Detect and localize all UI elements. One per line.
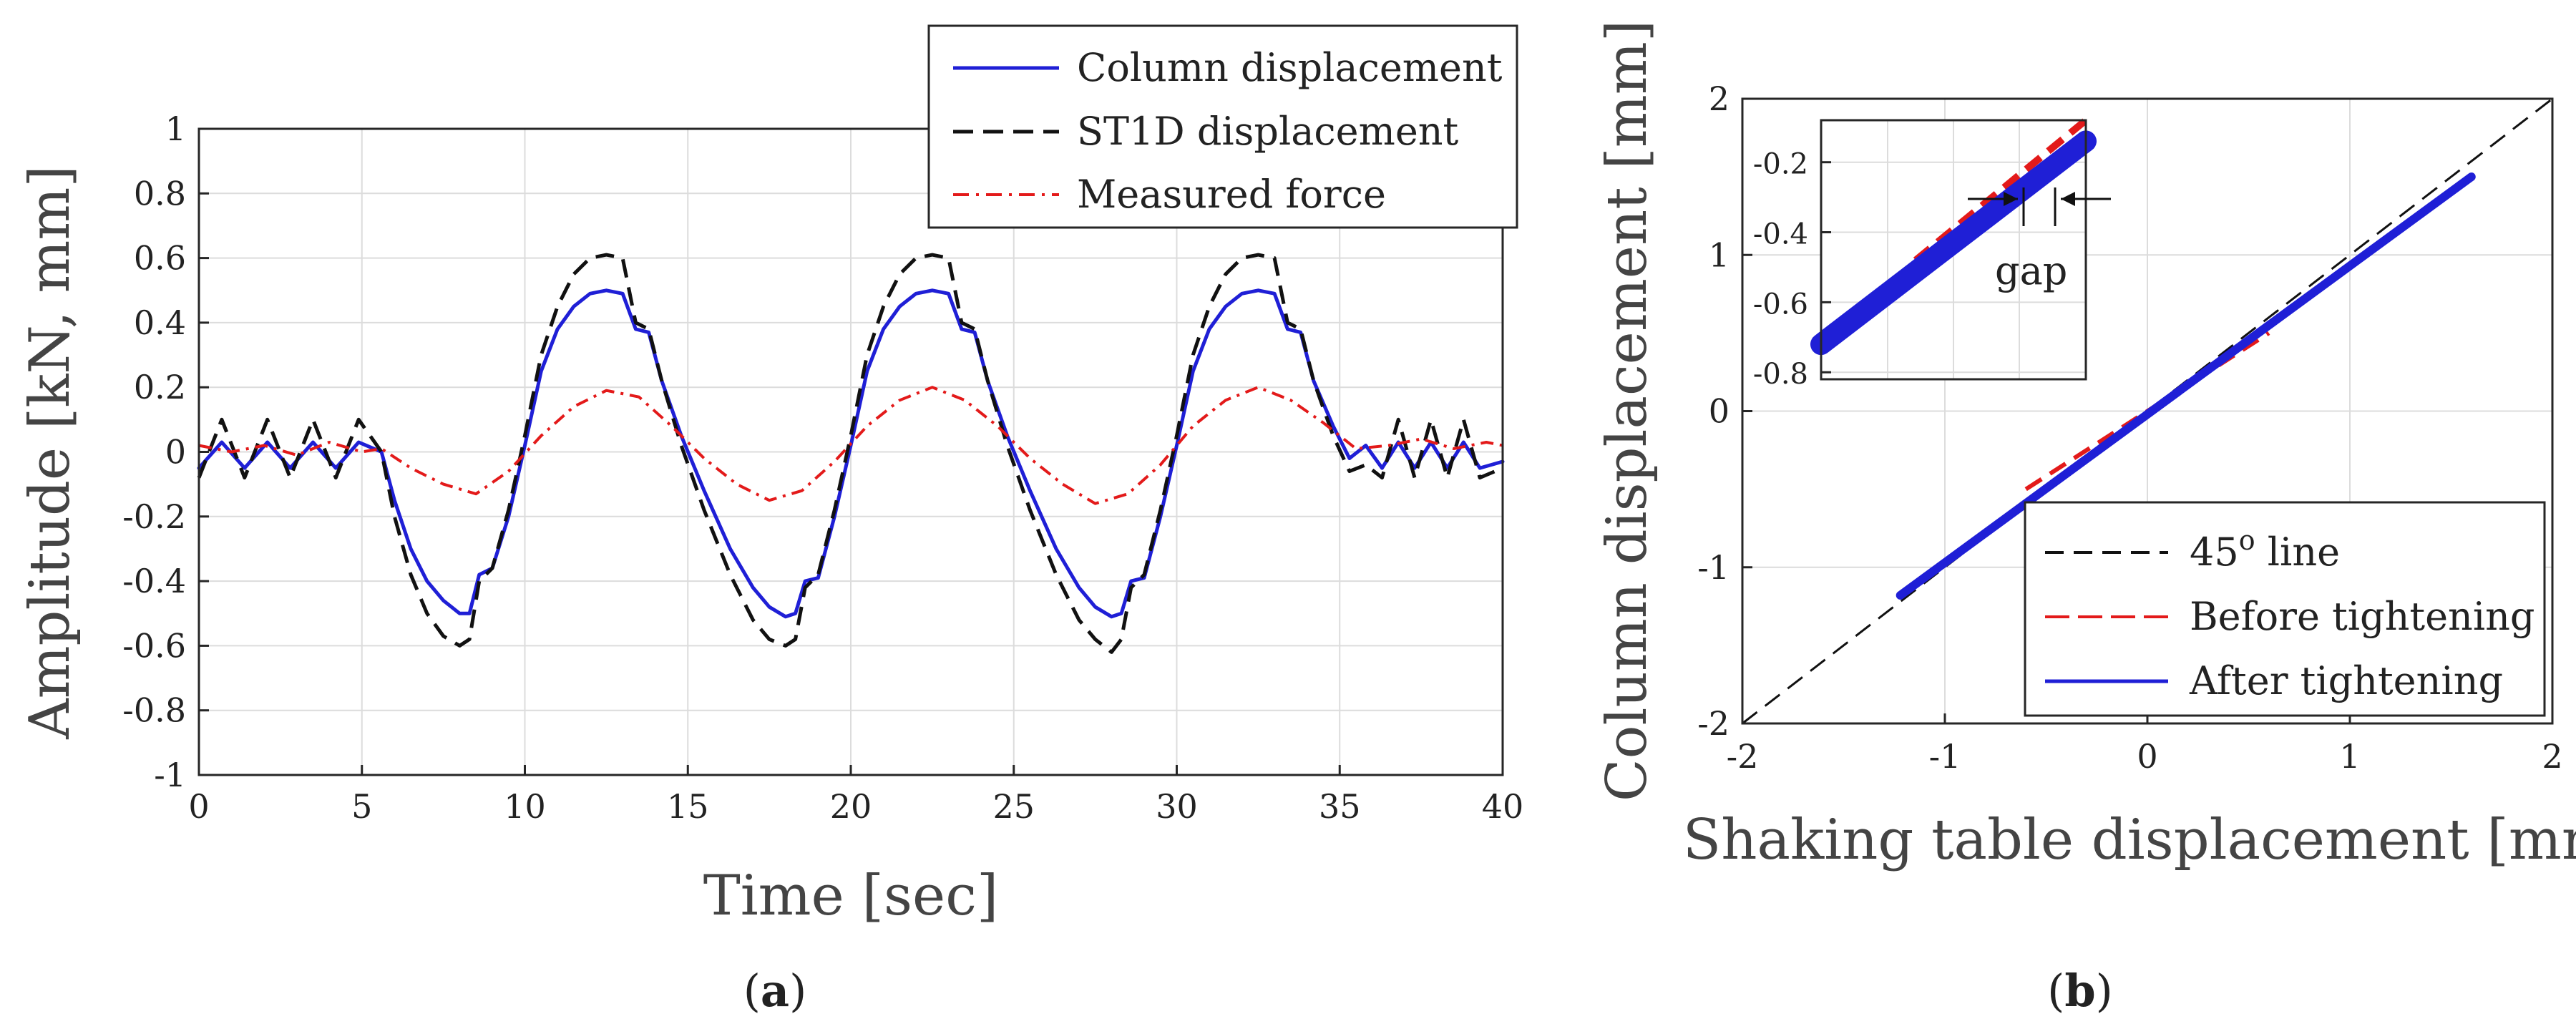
panel-a-chart: 0 5 10 15 20 25 30 35 40 -1 -0.8 -0.6 -0.4 -0.2 0 0.2 0.… <box>18 24 1523 1017</box>
legend-45-degree: o <box>2239 525 2255 556</box>
panel-b-caption: (b) <box>2047 965 2113 1017</box>
x-tick-label: 0 <box>2137 737 2157 776</box>
gap-label: gap <box>1995 248 2067 293</box>
legend-45-line-label: 45o line <box>2190 525 2340 575</box>
x-tick-label: 20 <box>830 787 872 826</box>
y-tick-label: 0.6 <box>134 239 186 278</box>
legend-st1d-displacement-label: ST1D displacement <box>1077 109 1459 154</box>
panel-b-series <box>1742 97 2553 725</box>
inset-series <box>1810 117 2097 356</box>
y-tick-label: 0.2 <box>134 368 186 406</box>
panel-a-series <box>197 253 1505 654</box>
y-tick-label: 0.4 <box>134 303 186 342</box>
gap-arrowhead-right <box>2061 192 2075 206</box>
panel-b-chart: -2 -1 0 1 2 -2 -1 0 1 2 Shaking table displacemen… <box>1595 20 2576 1017</box>
panel-a-grid <box>199 129 1503 775</box>
x-tick-label: 2 <box>2542 737 2562 776</box>
legend-column-displacement-label: Column displacement <box>1077 45 1503 90</box>
panel-a-x-axis-label: Time [sec] <box>703 864 999 928</box>
y-tick-label: -1 <box>154 756 186 794</box>
panel-a-legend: Column displacement ST1D displacement Me… <box>927 24 1518 229</box>
x-tick-label: -1 <box>1929 737 1961 776</box>
inset-ticks: -0.2 -0.4 -0.6 -0.8 <box>1753 148 1831 391</box>
panel-b-caption-letter: b <box>2064 965 2095 1017</box>
x-tick-label: 40 <box>1482 787 1524 826</box>
y-tick-label: -0.8 <box>1753 358 1808 391</box>
y-tick-label: -0.4 <box>122 562 186 600</box>
x-tick-label: 30 <box>1156 787 1198 826</box>
x-tick-label: 10 <box>504 787 546 826</box>
inset-frame <box>1820 119 2087 381</box>
legend-after-tightening-label: After tightening <box>2189 658 2503 703</box>
panel-b-y-axis-label: Column displacement [mm] <box>1595 20 1659 801</box>
y-tick-label: -0.2 <box>122 497 186 536</box>
series-line-measured-force <box>198 386 1503 505</box>
x-tick-label: 15 <box>667 787 709 826</box>
panel-b-x-axis-label: Shaking table displacement [mm] <box>1683 808 2576 872</box>
y-tick-label: 2 <box>1709 79 1729 118</box>
legend-45-prefix: 45 <box>2190 530 2239 575</box>
y-tick-label: -0.8 <box>122 691 186 730</box>
legend-before-tightening-label: Before tightening <box>2190 594 2534 639</box>
y-tick-label: -0.4 <box>1753 218 1808 251</box>
y-tick-label: -2 <box>1697 704 1729 743</box>
series-line-inset-after-tightening <box>1810 130 2097 356</box>
y-tick-label: -0.2 <box>1753 148 1808 181</box>
panel-b-inset: -0.2 -0.4 -0.6 -0.8 gap <box>1753 117 2111 391</box>
x-tick-label: 5 <box>351 787 372 826</box>
x-tick-label: -2 <box>1727 737 1759 776</box>
y-tick-label: -0.6 <box>1753 288 1808 321</box>
y-tick-label: -1 <box>1697 548 1729 587</box>
series-line-after-tightening <box>1896 172 2476 600</box>
series-line-st1d-displacement <box>197 253 1503 654</box>
gap-arrowhead-left <box>2004 192 2018 206</box>
x-tick-label: 25 <box>992 787 1035 826</box>
panel-b-ticks: -2 -1 0 1 2 -2 -1 0 1 2 <box>1697 79 2562 776</box>
y-tick-label: 1 <box>1709 235 1729 274</box>
x-tick-label: 35 <box>1319 787 1361 826</box>
panel-a-y-axis-label: Amplitude [kN, mm] <box>18 165 82 739</box>
x-tick-label: 1 <box>2339 737 2360 776</box>
panel-a-caption: (a) <box>743 965 807 1017</box>
y-tick-label: 0.8 <box>134 174 186 213</box>
panel-b-legend: 45o line Before tightening After tighten… <box>2024 501 2546 717</box>
panel-a-caption-letter: a <box>761 965 789 1017</box>
legend-measured-force-label: Measured force <box>1077 172 1386 217</box>
y-tick-label: 1 <box>165 109 186 148</box>
y-tick-label: 0 <box>165 433 186 472</box>
x-tick-label: 0 <box>188 787 209 826</box>
gap-annotation: gap <box>1968 187 2111 293</box>
panel-a-ticks: 0 5 10 15 20 25 30 35 40 -1 -0.8 -0.6 -0.4 -0.2 0 0.2 0.… <box>122 109 1523 826</box>
y-tick-label: -0.6 <box>122 626 186 665</box>
series-line-column-displacement <box>197 288 1505 619</box>
y-tick-label: 0 <box>1709 392 1729 431</box>
legend-45-suffix: line <box>2255 530 2340 575</box>
